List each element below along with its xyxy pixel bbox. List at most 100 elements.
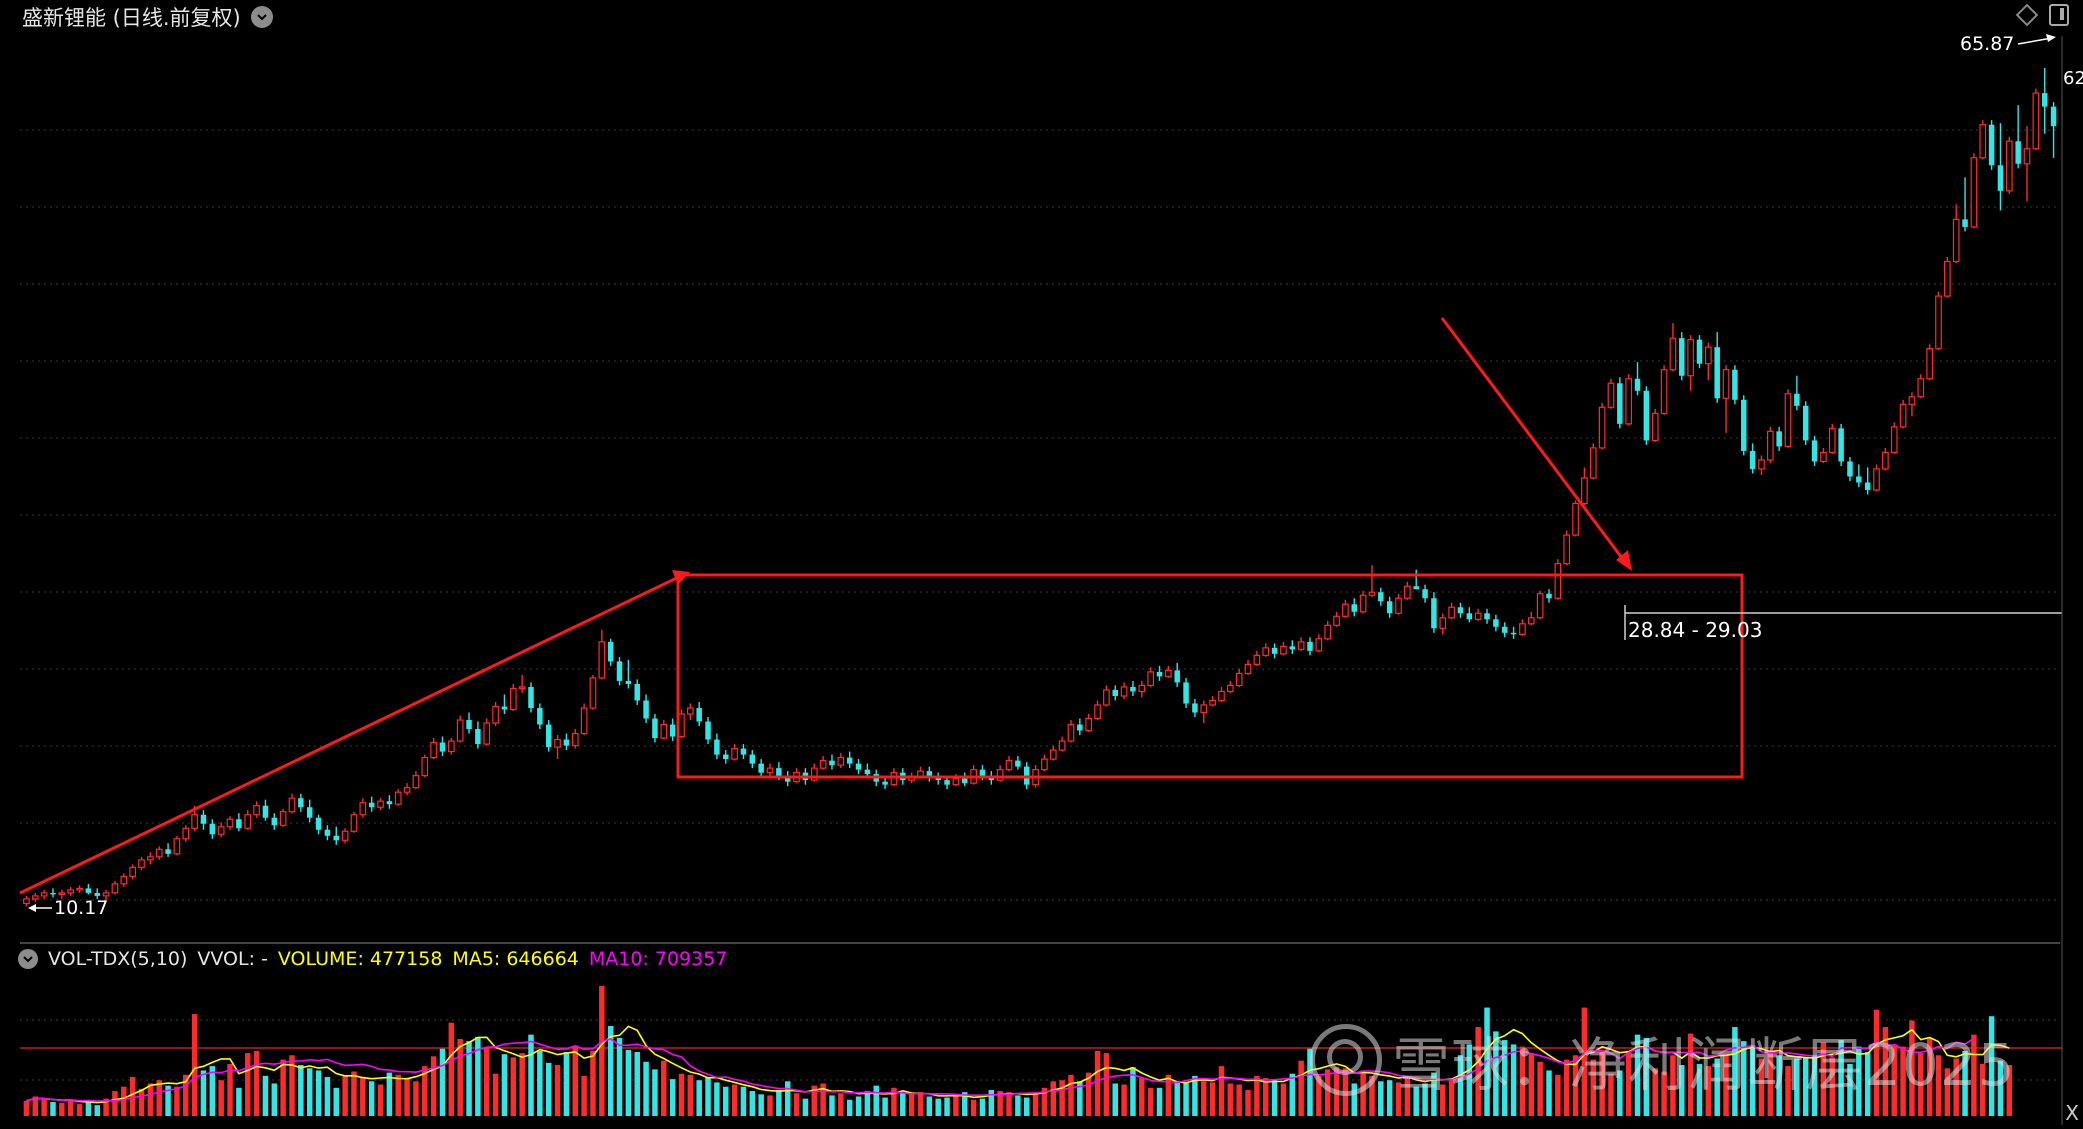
- volume-bar: [1732, 1027, 1738, 1116]
- candle: [1962, 177, 1968, 232]
- candle: [1794, 375, 1800, 411]
- volume-bar: [1794, 1058, 1800, 1116]
- candle-body: [386, 801, 393, 805]
- candle: [447, 738, 455, 755]
- candle-body: [1484, 613, 1490, 620]
- candle-body: [1679, 338, 1685, 376]
- volume-bar: [1873, 1009, 1880, 1116]
- volume-bar: [156, 1080, 162, 1116]
- volume-bar: [236, 1087, 242, 1116]
- candle-body: [298, 798, 304, 808]
- candle: [643, 694, 649, 724]
- panel-toggle-icon[interactable]: [2049, 4, 2069, 26]
- candle: [996, 765, 1004, 782]
- candle-body: [1660, 369, 1668, 414]
- candle: [76, 885, 83, 893]
- candle-body: [1244, 663, 1252, 675]
- candle: [1005, 756, 1013, 772]
- candle-body: [1165, 669, 1172, 678]
- volume-bar: [244, 1053, 251, 1116]
- volume-bar: [1935, 1055, 1942, 1116]
- volume-bar: [1156, 1087, 1163, 1116]
- candle: [686, 703, 694, 721]
- volume-bar: [926, 1096, 933, 1116]
- candle-body: [944, 780, 950, 785]
- volume-dropdown-button[interactable]: [18, 949, 38, 969]
- volume-bar: [121, 1086, 127, 1116]
- candle: [1315, 634, 1323, 653]
- candle-body: [1625, 378, 1633, 425]
- volume-bar: [1572, 1055, 1579, 1116]
- volume-bar: [1077, 1081, 1083, 1116]
- candle-body: [1776, 431, 1782, 447]
- candle: [669, 718, 676, 742]
- candle: [394, 789, 402, 806]
- candle: [1617, 377, 1623, 429]
- title-dropdown-button[interactable]: [250, 6, 273, 28]
- candle: [554, 735, 561, 760]
- candle-body: [2005, 140, 2013, 192]
- candle-body: [1235, 672, 1243, 687]
- candle: [634, 679, 640, 705]
- candle-body: [483, 722, 491, 745]
- volume-bar: [1608, 1073, 1614, 1116]
- candle: [31, 892, 39, 902]
- candle: [1165, 665, 1172, 678]
- volume-bar: [749, 1091, 756, 1116]
- volume-bar: [1378, 1081, 1384, 1116]
- volume-bar: [59, 1102, 65, 1116]
- volume-bar: [1023, 1097, 1030, 1116]
- candle: [1413, 569, 1419, 590]
- volume-bar: [1289, 1073, 1296, 1116]
- candle: [1766, 426, 1774, 463]
- chart-title: 盛新锂能 (日线.前复权): [22, 6, 241, 30]
- candle: [1262, 643, 1270, 657]
- candle-body: [1067, 723, 1075, 742]
- volume-bar: [377, 1084, 384, 1116]
- volume-bar: [873, 1085, 879, 1116]
- candle-body: [749, 754, 756, 764]
- candle-body: [1952, 218, 1960, 263]
- candle: [1572, 500, 1579, 537]
- candle-body: [1572, 502, 1579, 536]
- candle: [1926, 344, 1933, 381]
- candle: [1094, 700, 1101, 721]
- volume-bar: [1909, 1020, 1915, 1116]
- candle: [1368, 565, 1376, 597]
- candle-body: [492, 705, 499, 724]
- candle: [1935, 291, 1942, 351]
- volume-bar: [1882, 1027, 1889, 1116]
- candle: [1386, 596, 1393, 618]
- candle-body: [2041, 93, 2048, 107]
- candle: [1466, 607, 1473, 623]
- volume-bar: [935, 1098, 941, 1116]
- volume-bar: [289, 1055, 295, 1116]
- close-icon[interactable]: X: [2065, 1101, 2079, 1125]
- candle: [1546, 589, 1552, 603]
- candle-body: [1519, 623, 1526, 635]
- candle-body: [279, 811, 287, 826]
- volume-bar: [1475, 1027, 1481, 1116]
- candle-body: [1474, 612, 1482, 620]
- volume-bar: [1174, 1081, 1180, 1116]
- candle-body: [660, 723, 668, 739]
- candle-body: [31, 895, 39, 900]
- candle: [244, 810, 252, 830]
- candle-body: [2015, 141, 2021, 164]
- diamond-icon[interactable]: [2015, 3, 2039, 27]
- candle: [1873, 464, 1880, 492]
- volume-bar: [23, 1100, 30, 1116]
- volume-bar: [519, 1053, 525, 1116]
- volume-bar: [979, 1098, 986, 1116]
- volume-bar: [1324, 1069, 1331, 1116]
- candle: [1307, 637, 1313, 656]
- candle: [660, 720, 668, 740]
- candle-body: [333, 835, 339, 841]
- candle-body: [634, 683, 640, 701]
- candle: [580, 703, 588, 736]
- candle: [1625, 374, 1633, 426]
- volume-bar: [1661, 1071, 1667, 1116]
- candle: [155, 846, 163, 860]
- volume-bar: [1696, 1063, 1703, 1116]
- volume-bar: [1440, 1084, 1446, 1116]
